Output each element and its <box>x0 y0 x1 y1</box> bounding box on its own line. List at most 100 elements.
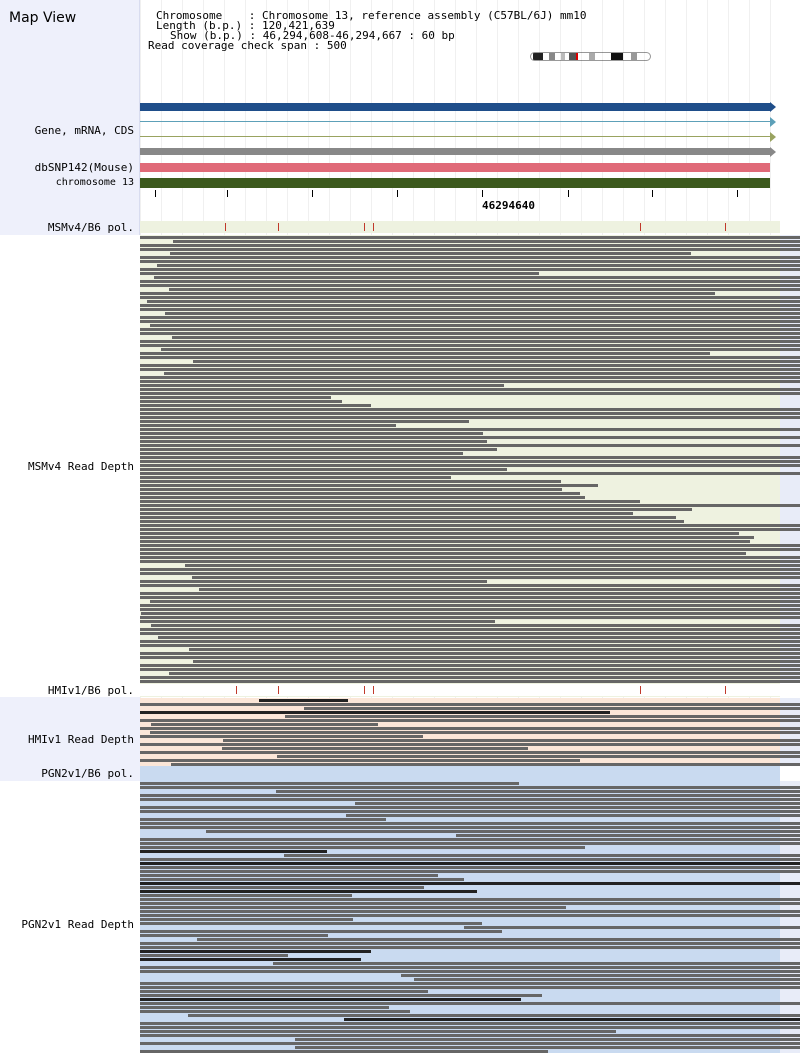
read-segment <box>140 680 800 683</box>
read-segment <box>164 372 800 375</box>
ruler-tick <box>312 190 313 197</box>
read-segment <box>140 806 800 809</box>
read-segment <box>140 918 353 921</box>
read-segment <box>185 564 800 567</box>
read-segment <box>346 814 800 817</box>
gene-bar[interactable] <box>140 103 770 111</box>
read-segment <box>140 656 800 659</box>
read-segment <box>172 336 800 339</box>
read-segment <box>140 496 585 499</box>
read-segment <box>140 556 800 559</box>
read-segment <box>140 436 800 439</box>
read-segment <box>140 890 477 893</box>
read-segment <box>140 711 610 714</box>
polymorphism-mark <box>364 686 365 694</box>
read-segment <box>140 340 800 343</box>
read-segment <box>140 858 800 861</box>
read-segment <box>140 1034 800 1037</box>
read-segment <box>140 966 800 969</box>
read-segment <box>140 786 800 789</box>
ruler-tick <box>652 190 653 197</box>
read-segment <box>140 540 750 543</box>
dbsnp-track-label[interactable]: dbSNP142(Mouse) <box>34 161 134 174</box>
read-segment <box>140 958 361 961</box>
pgn-depth-track-label[interactable]: PGN2v1 Read Depth <box>21 918 134 931</box>
read-segment <box>140 719 800 722</box>
read-segment <box>140 420 469 423</box>
read-segment <box>140 894 352 897</box>
read-segment <box>140 528 800 531</box>
read-segment <box>140 344 800 347</box>
read-segment <box>140 994 542 997</box>
read-segment <box>456 834 800 837</box>
read-segment <box>140 676 800 679</box>
pgn-pol-track-label[interactable]: PGN2v1/B6 pol. <box>41 767 134 780</box>
cds-line[interactable] <box>140 136 770 137</box>
sidebar-header-band <box>0 0 140 235</box>
read-segment <box>276 790 800 793</box>
ruler-position-label: 46294640 <box>482 199 535 212</box>
hmi-pol-track-label[interactable]: HMIv1/B6 pol. <box>47 684 134 697</box>
polymorphism-mark <box>725 223 726 231</box>
chromosome-value: Chromosome 13, reference assembly (C57BL… <box>261 9 587 22</box>
mrna-strand-arrow-icon <box>770 117 776 127</box>
read-segment <box>401 974 800 977</box>
read-segment <box>140 548 800 551</box>
polymorphism-mark <box>278 223 279 231</box>
read-segment <box>140 616 800 619</box>
coverage-value: 500 <box>326 39 347 52</box>
dbsnp-bar[interactable] <box>140 163 770 172</box>
read-segment <box>140 640 800 643</box>
read-segment <box>140 794 800 797</box>
read-segment <box>140 524 800 527</box>
read-segment <box>140 596 800 599</box>
read-segment <box>140 703 800 706</box>
hmi-depth-track-label[interactable]: HMIv1 Read Depth <box>28 733 134 746</box>
read-segment <box>344 1018 800 1021</box>
read-segment <box>170 252 691 255</box>
read-segment <box>140 572 800 575</box>
gene-track-label[interactable]: Gene, mRNA, CDS <box>34 124 134 137</box>
read-segment <box>140 902 800 905</box>
read-segment <box>150 600 800 603</box>
read-segment <box>140 934 328 937</box>
transcript-bar[interactable] <box>140 148 770 155</box>
mrna-line[interactable] <box>140 121 770 122</box>
msm-depth-track-label[interactable]: MSMv4 Read Depth <box>28 460 134 473</box>
length-label: Length (b.p.) <box>156 19 243 32</box>
read-segment <box>140 244 800 247</box>
ruler-tick <box>568 190 569 197</box>
read-segment <box>140 280 800 283</box>
read-segment <box>140 954 288 957</box>
read-segment <box>197 938 800 941</box>
read-segment <box>140 468 507 471</box>
read-segment <box>284 854 800 857</box>
chromosome-ideogram[interactable] <box>530 52 651 61</box>
read-segment <box>140 440 487 443</box>
read-segment <box>188 1014 800 1017</box>
read-segment <box>140 608 800 611</box>
read-segment <box>140 412 800 415</box>
read-segment <box>157 264 800 267</box>
read-segment <box>140 1030 616 1033</box>
read-segment <box>193 360 800 363</box>
polymorphism-mark <box>364 223 365 231</box>
read-segment <box>140 504 800 507</box>
read-segment <box>140 898 800 901</box>
sidebar-msm-band <box>0 235 140 697</box>
read-segment <box>140 1002 800 1005</box>
read-segment <box>140 516 676 519</box>
read-segment <box>140 743 800 746</box>
read-segment <box>140 664 800 667</box>
msm-pol-track-label[interactable]: MSMv4/B6 pol. <box>47 221 134 234</box>
read-depth-tail <box>140 683 780 697</box>
read-segment <box>140 260 800 263</box>
read-segment <box>414 978 800 981</box>
read-segment <box>140 424 396 427</box>
read-segment <box>140 970 800 973</box>
read-segment <box>140 368 800 371</box>
read-segment <box>140 727 800 730</box>
gene-strand-arrow-icon <box>770 102 776 112</box>
read-segment <box>140 620 495 623</box>
read-segment <box>140 456 800 459</box>
